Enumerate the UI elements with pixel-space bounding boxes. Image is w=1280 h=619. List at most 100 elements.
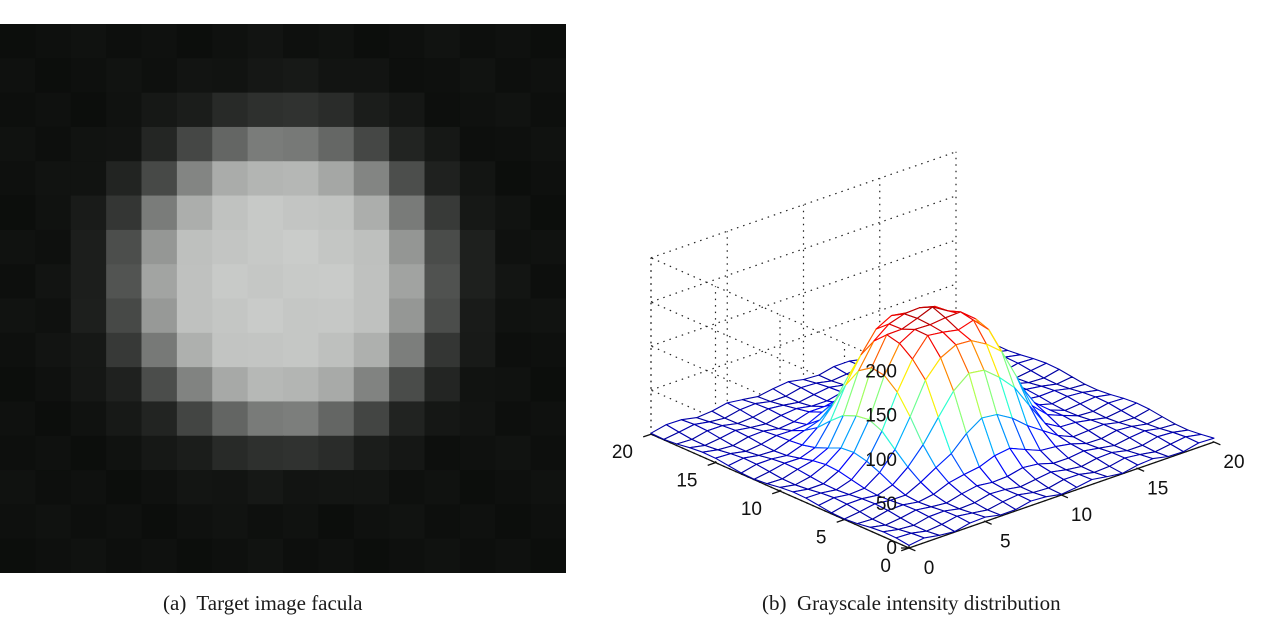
heatmap-cell <box>389 435 426 471</box>
heatmap-cell <box>247 538 284 573</box>
heatmap-cell <box>424 161 461 197</box>
heatmap-cell <box>35 298 72 334</box>
heatmap-cell <box>0 161 36 197</box>
heatmap-cell <box>530 58 566 94</box>
heatmap-cell <box>141 401 178 437</box>
heatmap-cell <box>283 504 319 540</box>
heatmap-cell <box>35 332 72 368</box>
heatmap-cell <box>70 161 107 197</box>
heatmap-cell <box>459 367 496 403</box>
heatmap-cell <box>35 24 72 59</box>
heatmap-cell <box>424 401 461 437</box>
heatmap-cell <box>70 24 107 59</box>
target-image-facula <box>0 24 566 573</box>
y-tick-label: 0 <box>880 556 891 577</box>
heatmap-cell <box>247 195 284 231</box>
heatmap-cell <box>106 332 143 368</box>
heatmap-cell <box>495 367 532 403</box>
heatmap-cell <box>0 538 36 573</box>
heatmap-cell <box>495 58 532 94</box>
heatmap-cell <box>424 264 461 300</box>
y-tick-label: 10 <box>741 499 762 520</box>
heatmap-cell <box>176 264 213 300</box>
heatmap-cell <box>318 92 355 128</box>
heatmap-cell <box>459 264 496 300</box>
heatmap-cell <box>530 126 566 162</box>
caption-b: (b) Grayscale intensity distribution <box>762 591 1061 615</box>
heatmap-cell <box>35 229 72 265</box>
heatmap-cell <box>318 58 355 94</box>
heatmap-cell <box>141 332 178 368</box>
heatmap-cell <box>106 367 143 403</box>
heatmap-cell <box>176 92 213 128</box>
heatmap-cell <box>35 195 72 231</box>
heatmap-cell <box>212 298 249 334</box>
heatmap-cell <box>459 470 496 505</box>
heatmap-cell <box>318 195 355 231</box>
heatmap-cell <box>176 126 213 162</box>
heatmap-cell <box>212 504 249 540</box>
heatmap-cell <box>212 24 249 59</box>
heatmap-cell <box>176 229 213 265</box>
x-tick-mark <box>908 547 916 552</box>
heatmap-cell <box>318 401 355 437</box>
heatmap-cell <box>283 401 319 437</box>
heatmap-cell <box>106 24 143 59</box>
heatmap-cell <box>212 195 249 231</box>
heatmap-cell <box>141 126 178 162</box>
heatmap-cell <box>353 367 390 403</box>
heatmap-cell <box>530 92 566 128</box>
heatmap-cell <box>35 92 72 128</box>
z-tick-label: 50 <box>876 494 897 515</box>
heatmap-cell <box>141 58 178 94</box>
heatmap-cell <box>247 435 284 471</box>
heatmap-cell <box>70 92 107 128</box>
heatmap-cell <box>389 92 426 128</box>
heatmap-cell <box>247 92 284 128</box>
heatmap-cell <box>283 298 319 334</box>
y-tick-mark <box>707 462 716 466</box>
heatmap-cell <box>459 401 496 437</box>
z-tick-label: 150 <box>865 406 897 427</box>
heatmap-cell <box>247 470 284 505</box>
heatmap-cell <box>247 58 284 94</box>
heatmap-cell <box>459 298 496 334</box>
heatmap-cell <box>495 298 532 334</box>
heatmap-cell <box>283 24 319 59</box>
heatmap-cell <box>212 58 249 94</box>
heatmap-cell <box>0 298 36 334</box>
heatmap-cell <box>318 126 355 162</box>
heatmap-cell <box>0 58 36 94</box>
heatmap-cell <box>70 229 107 265</box>
heatmap-cell <box>283 229 319 265</box>
heatmap-cell <box>530 435 566 471</box>
heatmap-cell <box>106 538 143 573</box>
heatmap-cell <box>353 58 390 94</box>
heatmap-cell <box>0 367 36 403</box>
heatmap-cell <box>495 195 532 231</box>
heatmap-cell <box>0 332 36 368</box>
heatmap-cell <box>70 332 107 368</box>
heatmap-cell <box>283 161 319 197</box>
heatmap-cell <box>0 195 36 231</box>
heatmap-cell <box>35 161 72 197</box>
heatmap-cell <box>318 24 355 59</box>
heatmap-cell <box>495 161 532 197</box>
heatmap-cell <box>424 229 461 265</box>
heatmap-cell <box>353 332 390 368</box>
heatmap-cell <box>353 401 390 437</box>
heatmap-cell <box>353 298 390 334</box>
heatmap-cell <box>70 58 107 94</box>
heatmap-cell <box>0 264 36 300</box>
heatmap-cell <box>318 161 355 197</box>
heatmap-cell <box>389 229 426 265</box>
heatmap-cell <box>0 126 36 162</box>
heatmap-cell <box>0 229 36 265</box>
heatmap-cell <box>106 435 143 471</box>
heatmap-cell <box>459 126 496 162</box>
heatmap-cell <box>459 195 496 231</box>
heatmap-cell <box>176 195 213 231</box>
heatmap-cell <box>353 435 390 471</box>
heatmap-cell <box>318 229 355 265</box>
